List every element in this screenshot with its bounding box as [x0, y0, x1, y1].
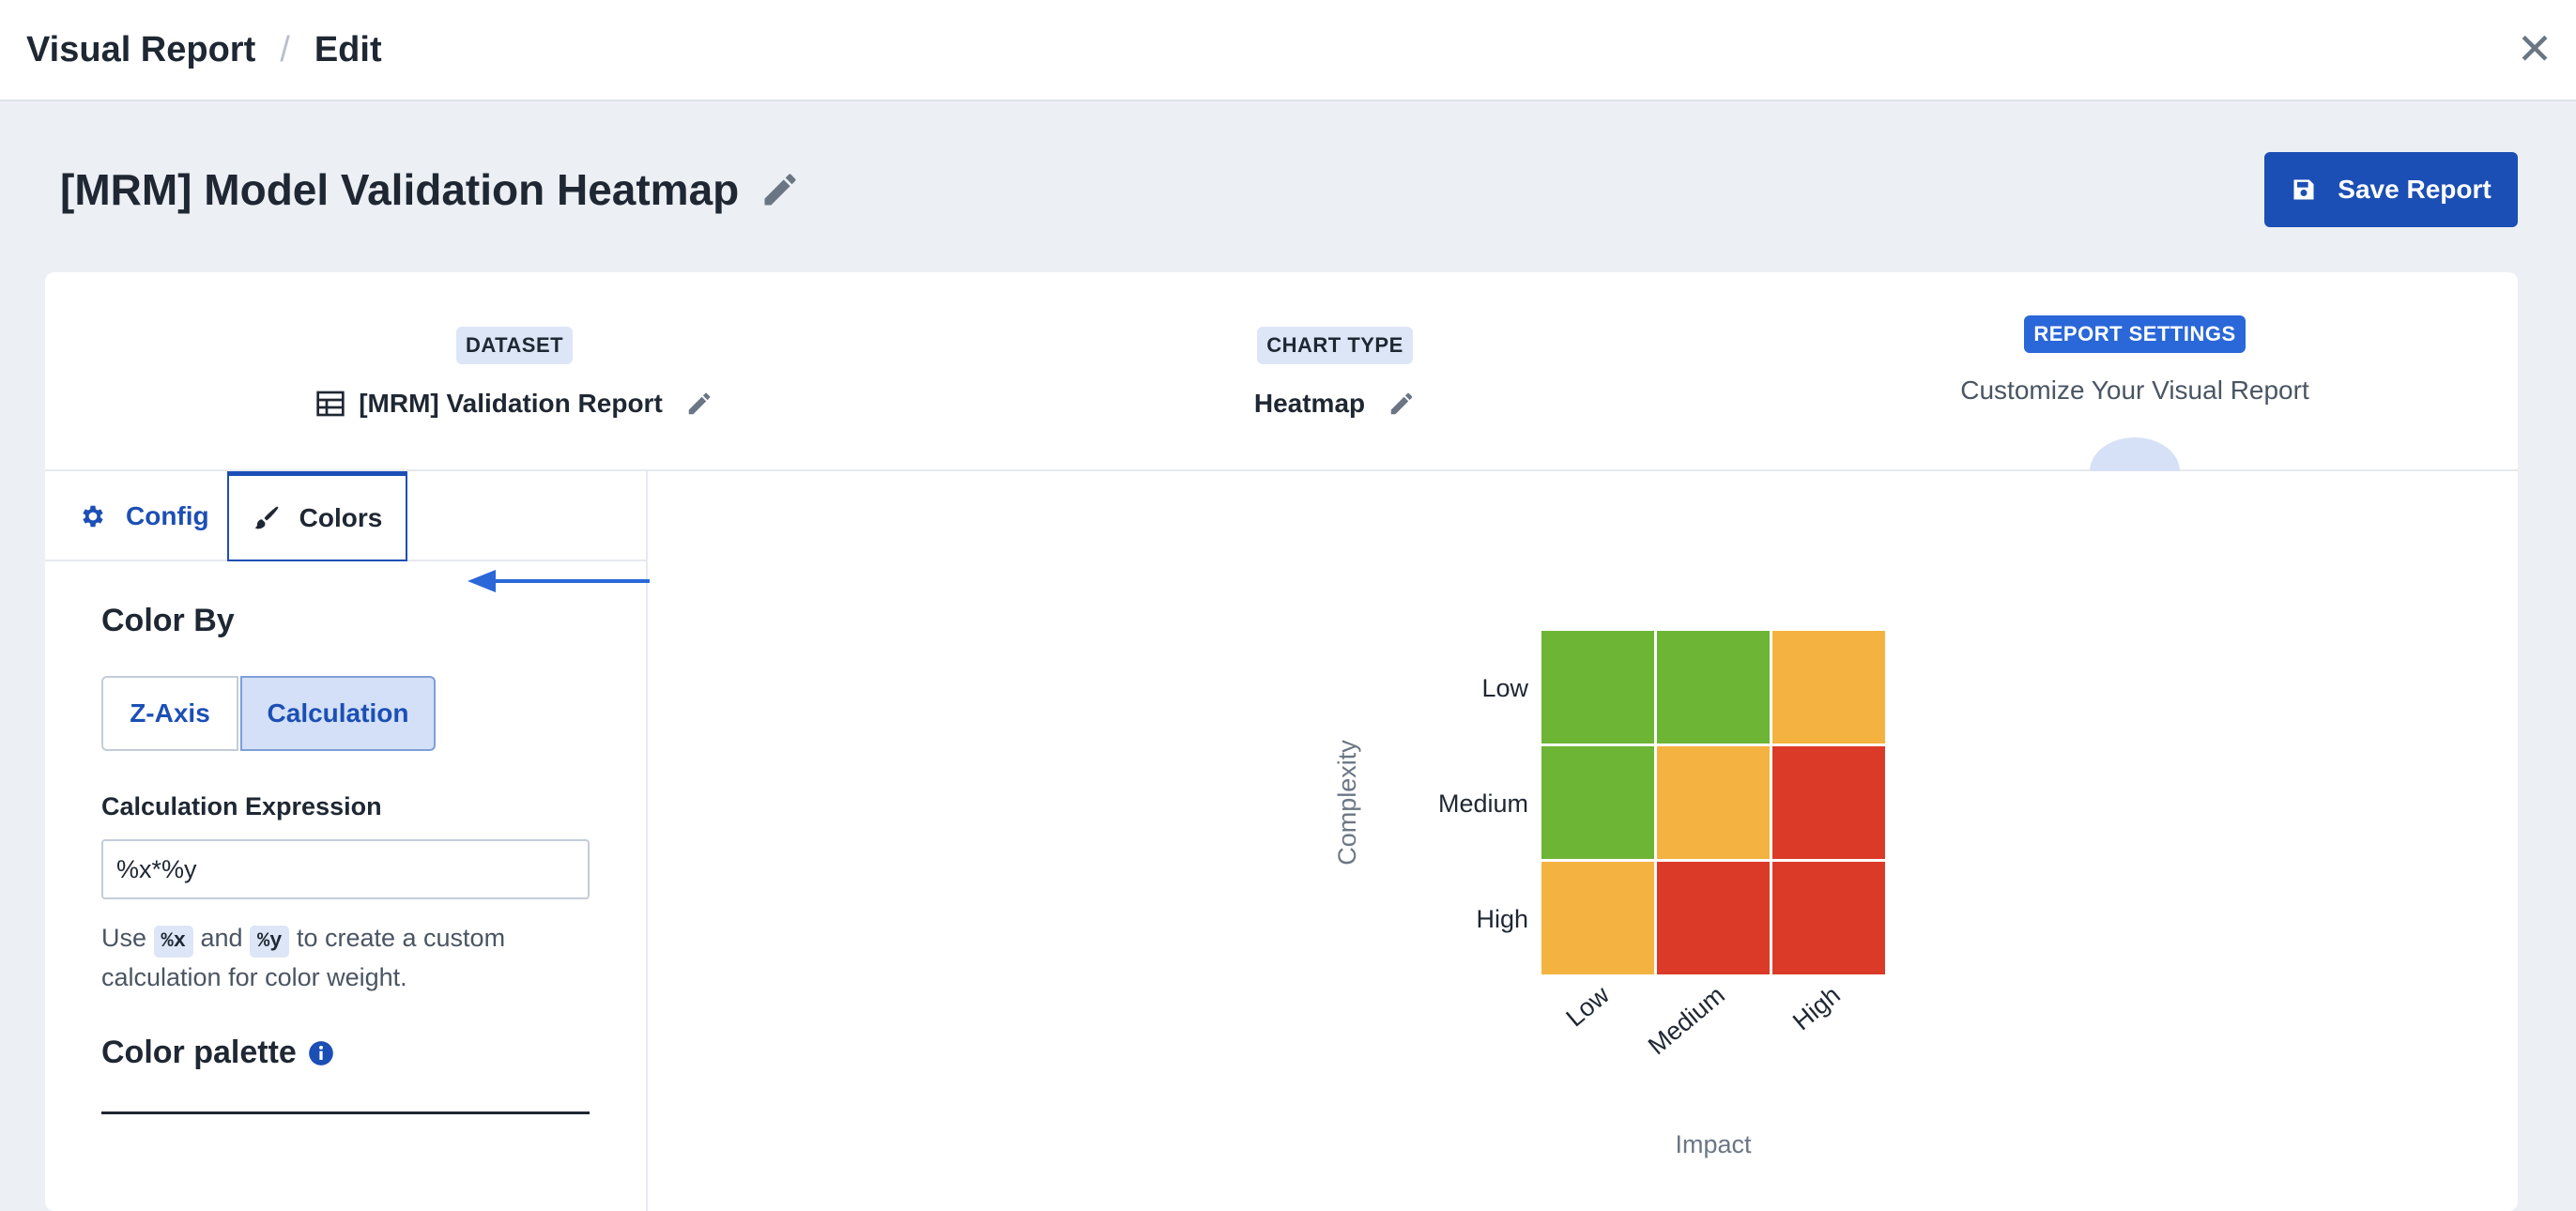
report-settings-subtitle: Customize Your Visual Report — [1960, 376, 2309, 405]
zaxis-button[interactable]: Z-Axis — [101, 676, 238, 751]
info-icon[interactable] — [308, 1040, 334, 1066]
pencil-icon[interactable] — [759, 169, 801, 210]
y-tick-label: High — [1476, 905, 1528, 933]
active-step-indicator — [2090, 437, 2180, 471]
color-by-toggle: Z-Axis Calculation — [101, 676, 436, 751]
x-tick-label: High — [1787, 981, 1846, 1036]
paintbrush-icon — [254, 506, 279, 529]
pencil-icon[interactable] — [685, 390, 713, 418]
heatmap-cell-1-1 — [1657, 746, 1770, 859]
color-palette-heading: Color palette — [101, 1035, 334, 1071]
palette-divider — [101, 1111, 590, 1114]
heatmap-chart: Low Medium High Low Medium High Impact Complexi… — [1333, 631, 1885, 1158]
help-suffix: to create a custom calculation for color… — [101, 924, 506, 991]
help-chip-y: %y — [250, 926, 290, 958]
settings-panel: Config Colors Color By Z-Axis Calculatio… — [45, 471, 648, 1211]
calculation-expression-label: Calculation Expression — [101, 792, 382, 820]
breadcrumb-current: Edit — [314, 29, 382, 69]
calculation-expression-input[interactable] — [101, 839, 590, 899]
help-and: and — [200, 924, 243, 952]
y-axis-label: Complexity — [1333, 740, 1361, 866]
calculation-help-text: Use %x and %y to create a custom calcula… — [101, 918, 608, 997]
step-chart-type[interactable]: CHART TYPE Heatmap — [950, 272, 1720, 471]
breadcrumb-root[interactable]: Visual Report — [26, 29, 256, 69]
color-palette-title: Color palette — [101, 1035, 297, 1070]
title-row: [MRM] Model Validation Heatmap — [60, 160, 801, 220]
heatmap-cell-0-0 — [1541, 631, 1654, 743]
page-title: [MRM] Model Validation Heatmap — [60, 165, 740, 214]
wizard-steps: DATASET [MRM] Validation Report CHART TY… — [45, 272, 2518, 471]
chart-type-value: Heatmap — [1253, 389, 1366, 418]
x-tick-label: Medium — [1643, 981, 1730, 1061]
pencil-icon[interactable] — [1388, 390, 1416, 418]
arrow-left-icon — [468, 570, 650, 592]
help-prefix: Use — [101, 924, 147, 952]
color-by-title: Color By — [101, 603, 235, 638]
save-report-button[interactable]: Save Report — [2264, 152, 2518, 227]
heatmap-cell-2-1 — [1657, 862, 1770, 974]
x-tick-label: Low — [1561, 980, 1616, 1032]
report-settings-badge: REPORT SETTINGS — [2024, 315, 2246, 353]
step-dataset[interactable]: DATASET [MRM] Validation Report — [130, 272, 899, 471]
heatmap-cell-1-0 — [1541, 746, 1654, 859]
gear-icon — [83, 505, 103, 528]
save-report-label: Save Report — [2338, 175, 2492, 204]
y-tick-label: Low — [1481, 674, 1528, 702]
y-tick-label: Medium — [1438, 789, 1528, 818]
settings-tabs: Config Colors — [45, 471, 648, 561]
tab-colors[interactable]: Colors — [227, 471, 407, 561]
heatmap-cell-1-2 — [1772, 746, 1885, 859]
heatmap-cell-2-2 — [1772, 862, 1885, 974]
top-bar: Visual Report / Edit ✕ — [0, 0, 2576, 101]
floppy-disk-icon — [2293, 179, 2314, 200]
heatmap-cell-0-1 — [1657, 631, 1770, 743]
chart-preview: Low Medium High Low Medium High Impact Complexi… — [650, 471, 2518, 1211]
editor-card: DATASET [MRM] Validation Report CHART TY… — [45, 272, 2518, 1211]
help-chip-x: %x — [153, 926, 193, 958]
x-axis-label: Impact — [1675, 1130, 1752, 1158]
tab-config[interactable]: Config — [79, 471, 209, 561]
dataset-value: [MRM] Validation Report — [359, 389, 663, 418]
chart-type-badge: CHART TYPE — [1257, 327, 1413, 364]
breadcrumb-separator: / — [280, 29, 290, 69]
step-report-settings[interactable]: REPORT SETTINGS Customize Your Visual Re… — [1750, 272, 2518, 471]
heatmap-cell-0-2 — [1772, 631, 1885, 743]
table-icon — [316, 391, 345, 417]
heatmap-cell-2-0 — [1541, 862, 1654, 974]
calculation-button[interactable]: Calculation — [240, 676, 436, 751]
tab-colors-label: Colors — [299, 502, 383, 532]
tab-config-label: Config — [126, 501, 209, 530]
close-icon[interactable]: ✕ — [2516, 24, 2553, 73]
dataset-badge: DATASET — [455, 327, 574, 364]
